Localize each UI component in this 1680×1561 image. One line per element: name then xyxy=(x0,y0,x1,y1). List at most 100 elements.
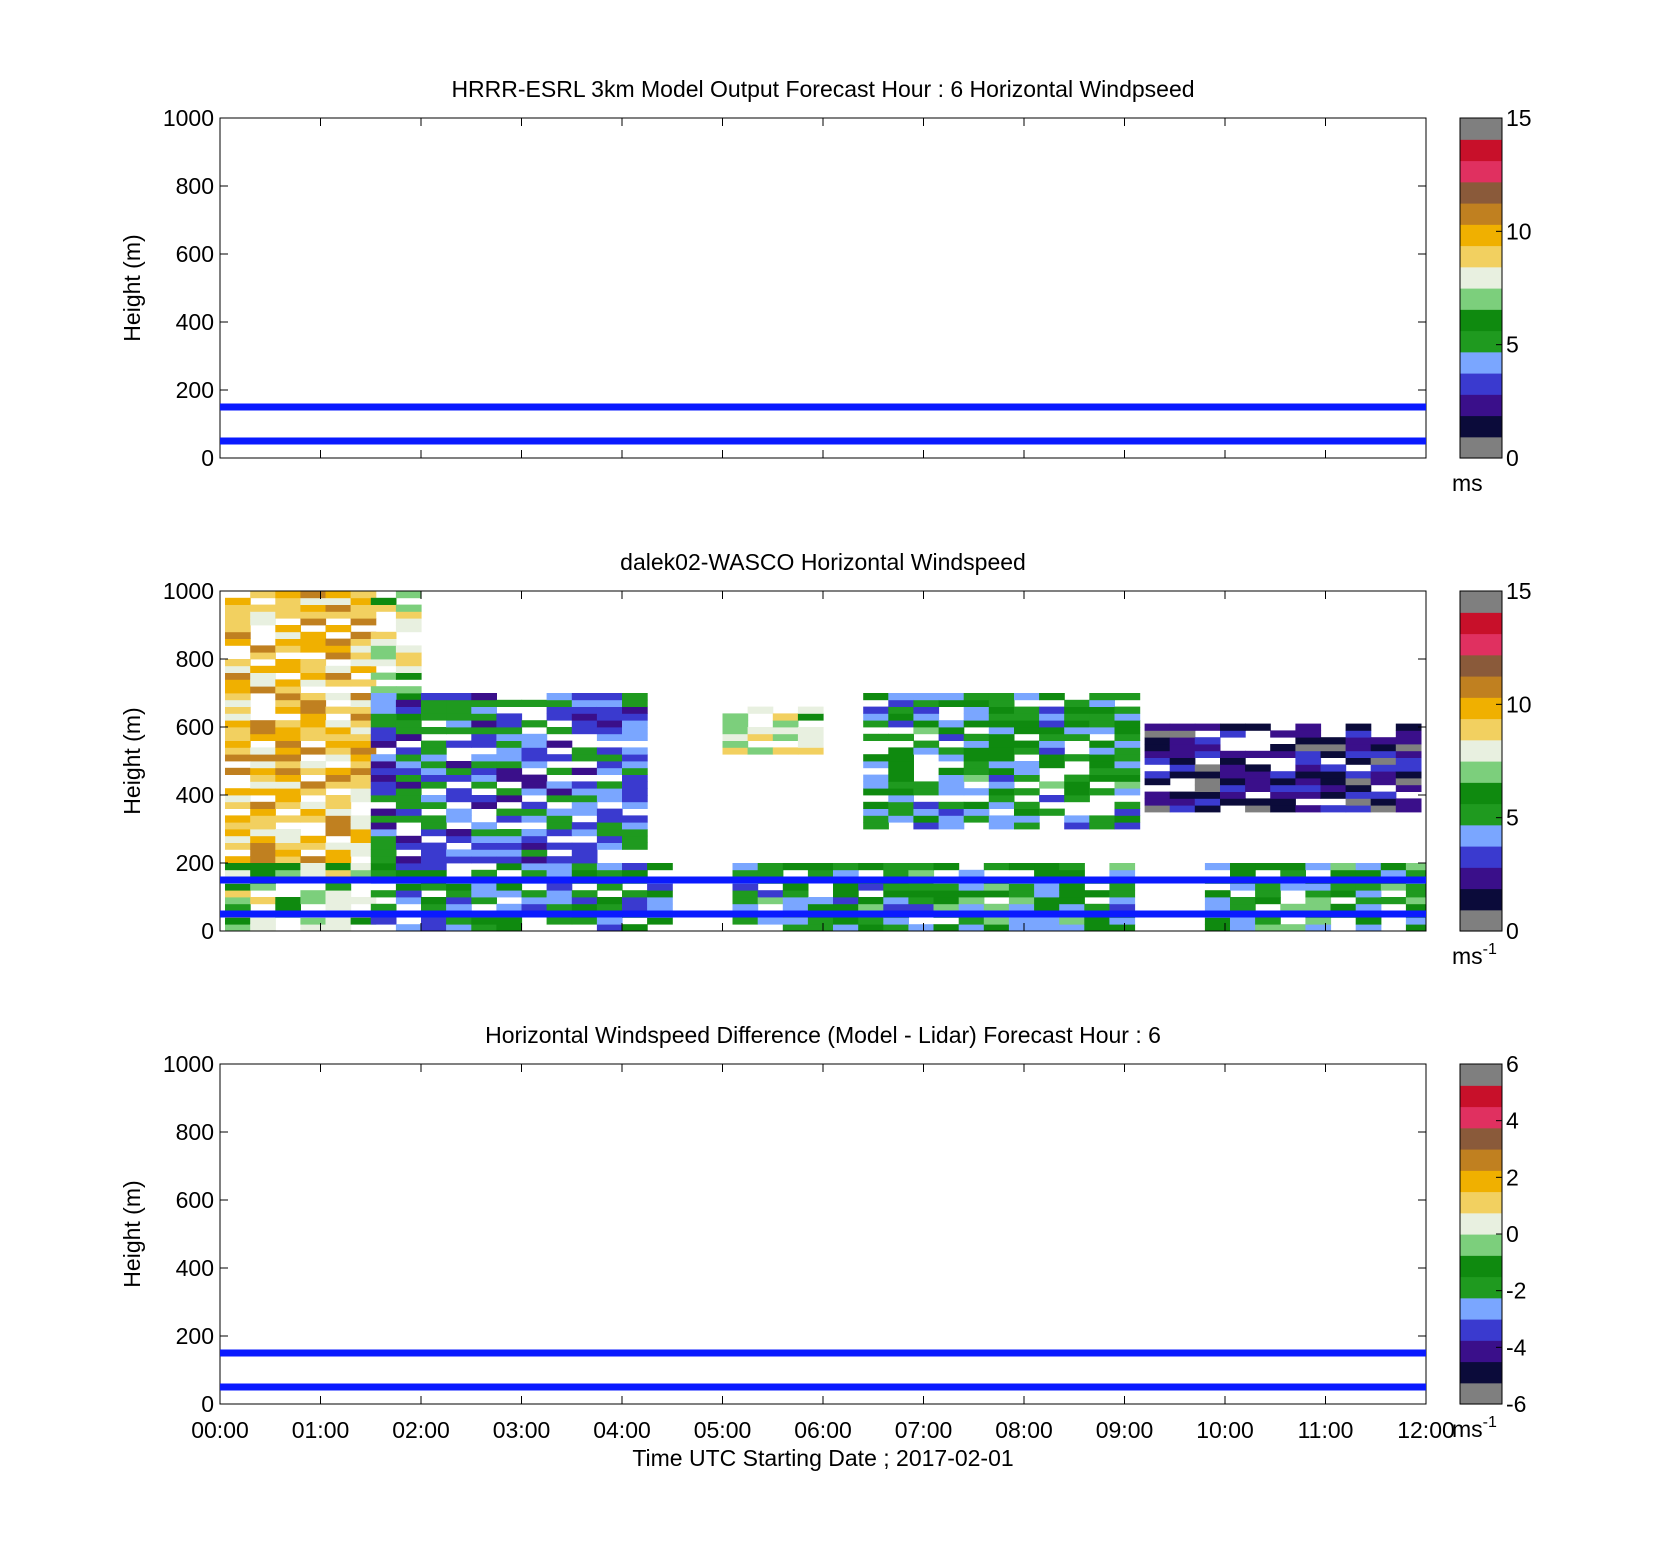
colorbar-swatch xyxy=(1460,1085,1502,1108)
heatmap-cell xyxy=(275,869,301,877)
heatmap-cell xyxy=(1014,815,1040,823)
heatmap-cell xyxy=(913,740,940,748)
heatmap-cell xyxy=(938,781,965,789)
heatmap-cell xyxy=(275,835,301,843)
heatmap-cell xyxy=(1089,774,1115,782)
x-tick-label: 11:00 xyxy=(1298,1417,1354,1443)
heatmap-cell xyxy=(863,788,889,796)
heatmap-cell xyxy=(546,706,573,714)
heatmap-cell xyxy=(1220,784,1246,792)
heatmap-cell xyxy=(622,761,648,769)
heatmap-cell xyxy=(421,917,447,925)
heatmap-cell xyxy=(370,740,397,748)
heatmap-cell xyxy=(325,856,352,864)
x-ticks xyxy=(219,591,1427,931)
colorbar-swatch xyxy=(1460,351,1502,374)
heatmap-cell xyxy=(250,849,276,857)
heatmap-cell xyxy=(1039,747,1065,755)
heatmap-cell xyxy=(1370,798,1397,806)
colorbar-swatch xyxy=(1460,266,1502,289)
heatmap-cell xyxy=(250,761,276,769)
colorbar-tick-label: -6 xyxy=(1506,1391,1526,1417)
heatmap-cell xyxy=(571,747,598,755)
heatmap-cell xyxy=(596,767,623,775)
heatmap-cell xyxy=(350,597,377,605)
heatmap-cell xyxy=(1345,757,1372,765)
heatmap-cell xyxy=(370,645,397,653)
heatmap-cell xyxy=(370,733,397,741)
heatmap-cell xyxy=(797,740,824,748)
x-tick-label: 10:00 xyxy=(1196,1417,1254,1443)
heatmap-cell xyxy=(1014,727,1040,735)
heatmap-cell xyxy=(446,740,472,748)
heatmap-cell xyxy=(395,815,422,823)
heatmap-cell xyxy=(1320,805,1347,813)
heatmap-cell xyxy=(883,883,909,891)
heatmap-cell xyxy=(963,815,990,823)
heatmap-cell xyxy=(370,774,397,782)
heatmap-cell xyxy=(275,747,301,755)
heatmap-cell xyxy=(1370,778,1397,786)
heatmap-cell xyxy=(863,706,889,714)
heatmap-cell xyxy=(446,761,472,769)
heatmap-cell xyxy=(888,761,914,769)
heatmap-cell xyxy=(938,808,965,816)
colorbar-swatch xyxy=(1460,591,1502,613)
panel-title: Horizontal Windspeed Difference (Model -… xyxy=(485,1022,1161,1048)
heatmap-cell xyxy=(250,863,276,871)
heatmap-cell xyxy=(521,903,548,911)
heatmap-cell xyxy=(325,591,352,599)
heatmap-cell xyxy=(1008,903,1035,911)
heatmap-cell xyxy=(350,652,377,660)
heatmap-cell xyxy=(1380,863,1407,871)
heatmap-cell xyxy=(471,869,497,877)
heatmap-cell xyxy=(225,679,251,687)
y-tick-label: 200 xyxy=(176,850,214,876)
heatmap-cell xyxy=(325,727,352,735)
heatmap-cell xyxy=(395,808,422,816)
heatmap-cell xyxy=(888,788,914,796)
heatmap-cell xyxy=(1370,764,1397,772)
heatmap-cell xyxy=(622,863,648,871)
heatmap-cell xyxy=(1169,771,1196,779)
heatmap-cell xyxy=(521,747,548,755)
heatmap-cell xyxy=(521,808,548,816)
heatmap-cell xyxy=(225,597,251,605)
heatmap-cell xyxy=(1194,798,1221,806)
colorbar-tick-label: 6 xyxy=(1506,1051,1519,1077)
heatmap-cell xyxy=(225,604,251,612)
heatmap-cell xyxy=(1144,771,1171,779)
heatmap-cell xyxy=(1370,737,1397,745)
heatmap-cell xyxy=(622,699,648,707)
x-tick-label: 00:00 xyxy=(191,1417,249,1443)
heatmap-cell xyxy=(913,808,940,816)
heatmap-cell xyxy=(225,842,251,850)
heatmap-cell xyxy=(546,795,573,803)
heatmap-cell xyxy=(275,631,301,639)
heatmap-cell xyxy=(471,720,497,728)
heatmap-cell xyxy=(446,693,472,701)
heatmap-cell xyxy=(350,795,377,803)
y-tick-label: 400 xyxy=(176,782,214,808)
heatmap-cell xyxy=(571,917,598,925)
heatmap-cell xyxy=(1144,757,1171,765)
heatmap-cell xyxy=(225,631,251,639)
heatmap-cell xyxy=(622,897,648,905)
heatmap-cell xyxy=(983,890,1010,898)
y-tick-label: 600 xyxy=(176,241,214,267)
heatmap-cell xyxy=(370,767,397,775)
heatmap-cell xyxy=(1345,730,1372,738)
heatmap-cell xyxy=(863,822,889,830)
heatmap-cell xyxy=(446,897,472,905)
heatmap-cell xyxy=(471,781,497,789)
heatmap-cell xyxy=(1345,737,1372,745)
heatmap-cell xyxy=(370,699,397,707)
heatmap-cell xyxy=(1245,764,1271,772)
heatmap-cell xyxy=(1305,924,1332,931)
heatmap-cell xyxy=(1270,805,1296,813)
heatmap-cell xyxy=(1305,897,1332,905)
heatmap-cell xyxy=(797,747,824,755)
heatmap-cell xyxy=(300,604,327,612)
heatmap-cell xyxy=(1064,699,1090,707)
heatmap-cell xyxy=(250,856,276,864)
